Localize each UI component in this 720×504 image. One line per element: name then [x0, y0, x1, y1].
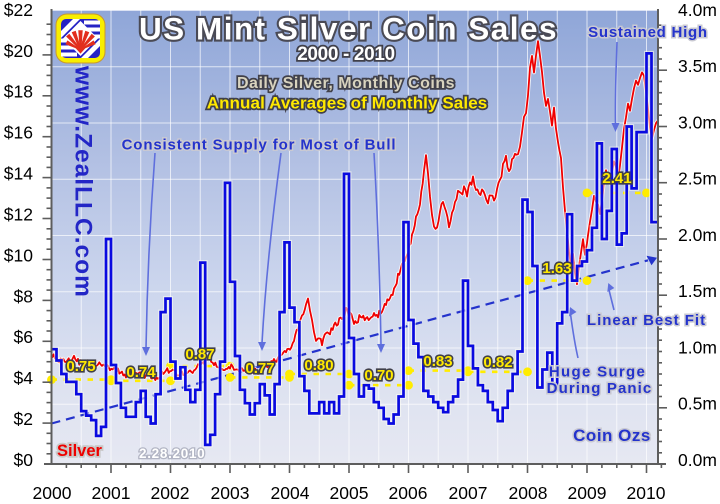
- svg-text:Linear Best Fit: Linear Best Fit: [587, 312, 706, 329]
- svg-text:$8: $8: [14, 286, 33, 306]
- svg-text:Daily Silver, Monthly Coins: Daily Silver, Monthly Coins: [237, 75, 455, 92]
- svg-text:0.82: 0.82: [483, 354, 512, 371]
- svg-text:0.80: 0.80: [304, 357, 333, 374]
- svg-text:Huge Surge: Huge Surge: [549, 364, 646, 381]
- svg-text:1.63: 1.63: [542, 260, 571, 277]
- svg-text:2009: 2009: [568, 483, 607, 503]
- svg-text:$20: $20: [4, 41, 33, 61]
- svg-text:0.74: 0.74: [126, 364, 156, 381]
- svg-text:2000 - 2010: 2000 - 2010: [297, 44, 395, 65]
- svg-text:1.0m: 1.0m: [678, 337, 717, 357]
- svg-text:2004: 2004: [271, 483, 310, 503]
- svg-text:During Panic: During Panic: [547, 380, 653, 397]
- svg-text:$18: $18: [4, 82, 33, 102]
- svg-text:2.5m: 2.5m: [678, 169, 717, 189]
- svg-text:3.5m: 3.5m: [678, 56, 717, 76]
- svg-text:0.77: 0.77: [245, 360, 274, 377]
- svg-text:2.41: 2.41: [602, 170, 631, 187]
- svg-text:$16: $16: [4, 123, 33, 143]
- svg-text:$0: $0: [14, 450, 34, 470]
- svg-text:2000: 2000: [33, 483, 72, 503]
- svg-text:$4: $4: [14, 368, 34, 388]
- svg-text:0.87: 0.87: [185, 346, 214, 363]
- svg-text:$2: $2: [14, 409, 33, 429]
- svg-text:2006: 2006: [389, 483, 428, 503]
- svg-text:2005: 2005: [330, 483, 369, 503]
- svg-text:0.70: 0.70: [364, 367, 393, 384]
- svg-text:Silver: Silver: [57, 442, 103, 460]
- svg-text:2003: 2003: [211, 483, 250, 503]
- svg-text:2007: 2007: [449, 483, 488, 503]
- svg-text:0.0m: 0.0m: [678, 450, 717, 470]
- svg-text:1.5m: 1.5m: [678, 281, 717, 301]
- svg-text:2010: 2010: [627, 483, 666, 503]
- svg-text:3.0m: 3.0m: [678, 112, 717, 132]
- svg-text:0.83: 0.83: [423, 353, 452, 370]
- svg-text:$10: $10: [4, 245, 33, 265]
- svg-text:$22: $22: [4, 0, 33, 20]
- svg-text:Coin Ozs: Coin Ozs: [573, 426, 651, 445]
- svg-text:2.0m: 2.0m: [678, 225, 717, 245]
- svg-text:2.28.2010: 2.28.2010: [139, 446, 205, 461]
- svg-text:$12: $12: [4, 204, 33, 224]
- svg-text:0.5m: 0.5m: [678, 394, 717, 414]
- svg-text:Sustained High: Sustained High: [588, 24, 708, 41]
- svg-text:4.0m: 4.0m: [678, 0, 717, 20]
- svg-text:www.ZealLLC.com: www.ZealLLC.com: [70, 65, 97, 298]
- svg-text:Consistent Supply for Most of: Consistent Supply for Most of Bull: [122, 137, 397, 154]
- svg-text:$14: $14: [4, 164, 33, 184]
- svg-text:2002: 2002: [151, 483, 190, 503]
- svg-text:0.75: 0.75: [66, 358, 95, 375]
- svg-text:2008: 2008: [509, 483, 548, 503]
- svg-text:Annual Averages of Monthly Sal: Annual Averages of Monthly Sales: [207, 94, 488, 113]
- svg-text:US Mint Silver Coin Sales: US Mint Silver Coin Sales: [139, 11, 558, 47]
- svg-text:$6: $6: [14, 327, 33, 347]
- svg-text:2001: 2001: [92, 483, 131, 503]
